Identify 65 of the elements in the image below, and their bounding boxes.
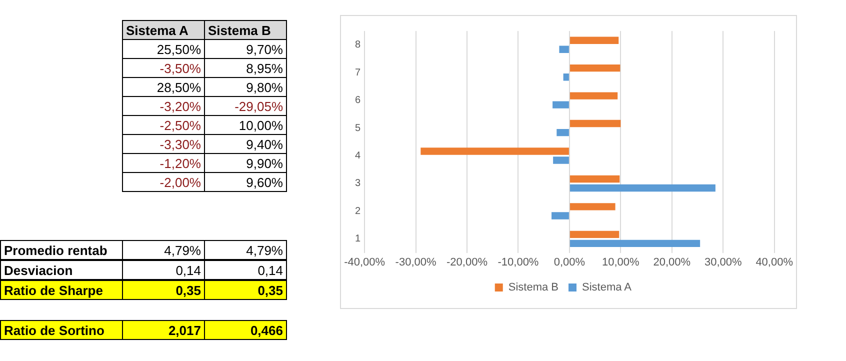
y-tick-label: 8 [355, 40, 361, 51]
text: -3,20% [122, 96, 204, 116]
text: Promedio rentab [0, 240, 122, 260]
y-tick-label: 7 [355, 67, 361, 78]
text: 2,017 [122, 320, 204, 340]
text: 0,35 [122, 280, 204, 300]
y-tick-label: 6 [355, 95, 361, 106]
x-tick-label: 0,00% [554, 256, 586, 268]
text: Sistema B [204, 20, 286, 40]
text: 8,95% [204, 58, 286, 78]
text: Sistema A [122, 20, 204, 40]
bar [570, 230, 620, 238]
x-tick-label: -20,00% [446, 256, 488, 268]
y-tick-label: 3 [355, 178, 361, 190]
y-tick-label: 5 [355, 122, 361, 134]
bar [553, 156, 569, 164]
text: Ratio de Sharpe [0, 280, 122, 300]
bar [570, 203, 616, 210]
x-tick-label: -30,00% [395, 256, 436, 268]
text: Ratio de Sortino [0, 320, 122, 340]
x-tick-label: 40,00% [756, 256, 794, 268]
bar [559, 46, 569, 53]
text: 9,40% [204, 134, 286, 154]
x-tick-label: -10,00% [498, 256, 539, 268]
bar [570, 184, 716, 192]
bar [570, 36, 619, 44]
bar [570, 64, 620, 72]
text: 9,60% [204, 172, 286, 192]
bar [570, 92, 618, 100]
text: 0,14 [204, 260, 286, 280]
x-tick-label: 10,00% [602, 256, 640, 268]
bar [563, 73, 569, 81]
text: -2,50% [122, 116, 204, 134]
y-tick-label: 2 [355, 206, 361, 217]
text: 0,466 [204, 320, 286, 340]
bar [420, 148, 569, 155]
text: 4,79% [122, 240, 204, 260]
text: 25,50% [122, 40, 204, 58]
text: -29,05% [204, 96, 286, 116]
bar [552, 212, 569, 220]
bar [552, 101, 569, 108]
bar [570, 240, 700, 248]
text: 9,90% [204, 154, 286, 172]
text: 28,50% [122, 78, 204, 96]
legend-label: Sistema B [508, 282, 559, 294]
text: 0,14 [122, 260, 204, 280]
legend-label: Sistema A [582, 282, 632, 294]
bar [570, 120, 621, 128]
text: -3,50% [122, 58, 204, 78]
y-tick-label: 4 [355, 150, 361, 162]
bar [570, 175, 620, 183]
text: Desviacion [0, 260, 122, 280]
text: 0,35 [204, 280, 286, 300]
x-tick-label: 20,00% [653, 256, 691, 268]
text: 4,79% [204, 240, 286, 260]
x-tick-label: -40,00% [344, 256, 386, 268]
y-tick-label: 1 [355, 234, 361, 245]
text: 9,80% [204, 78, 286, 96]
bar [556, 128, 569, 136]
x-tick-label: 30,00% [704, 256, 742, 268]
text: 9,70% [204, 40, 286, 58]
text: -1,20% [122, 154, 204, 172]
text: -2,00% [122, 172, 204, 192]
text: -3,30% [122, 134, 204, 154]
text: 10,00% [204, 116, 286, 134]
